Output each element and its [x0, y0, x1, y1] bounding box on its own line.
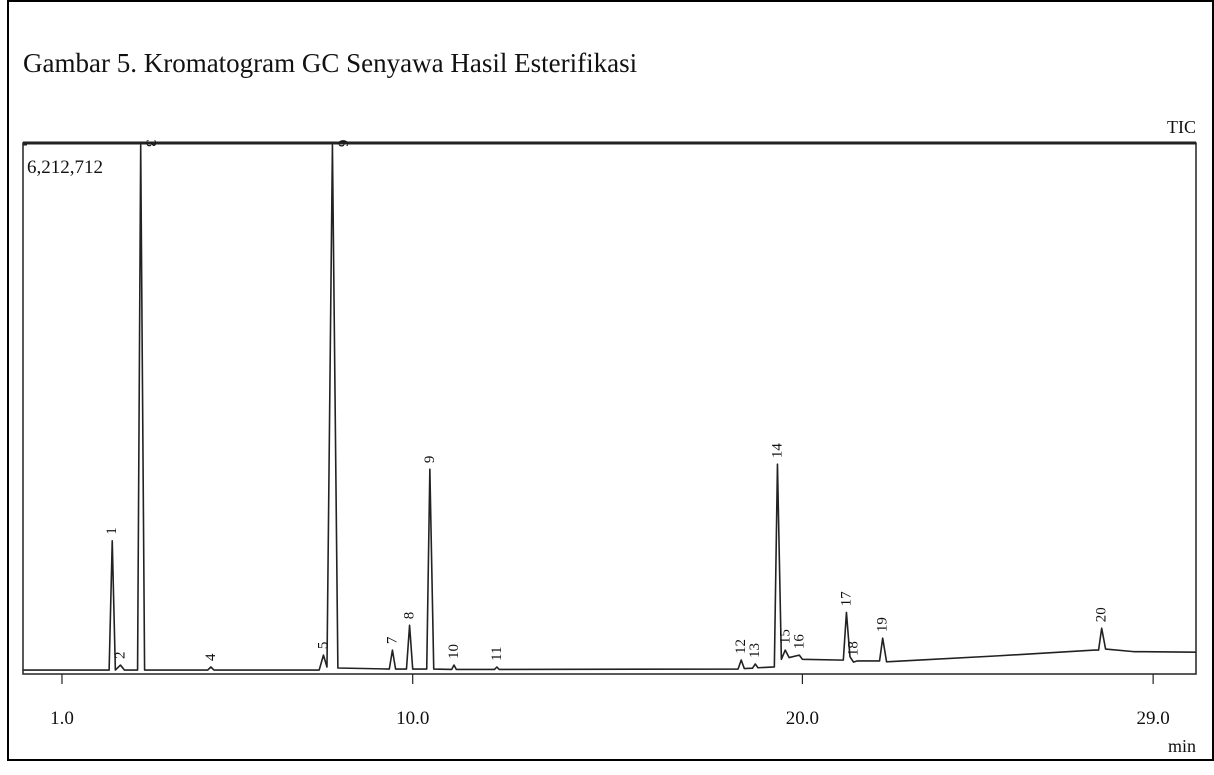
x-tick-label: 1.0	[50, 708, 74, 729]
chart-title: Gambar 5. Kromatogram GC Senyawa Hasil E…	[23, 48, 637, 78]
peak-label: 4	[203, 653, 219, 661]
peak-label: 18	[845, 641, 861, 656]
chromatogram-line	[23, 144, 1197, 671]
peak-label: 10	[446, 644, 462, 659]
figure-border	[7, 0, 1214, 761]
peak-label: 13	[747, 643, 763, 658]
peak-label: 12	[733, 639, 749, 654]
peak-label: 6	[334, 140, 350, 148]
peak-label: 15	[777, 629, 793, 644]
peak-label: 8	[402, 612, 418, 620]
x-tick-label: 10.0	[396, 708, 429, 729]
peak-label: 7	[384, 636, 400, 644]
peak-label: 5	[315, 642, 331, 650]
peak-label: 20	[1094, 607, 1110, 622]
peak-label: 14	[769, 443, 785, 459]
x-tick-label: 20.0	[786, 708, 819, 729]
peak-label: 3	[143, 140, 159, 148]
peak-label: 9	[422, 456, 438, 464]
signal-label: TIC	[1167, 117, 1196, 137]
peak-label: 16	[791, 634, 807, 650]
peak-label: 1	[104, 527, 120, 535]
peak-label: 19	[875, 617, 891, 632]
y-tick-label: 6,212,712	[27, 157, 103, 178]
x-axis-label: min	[1168, 736, 1196, 756]
x-tick-label: 29.0	[1137, 708, 1170, 729]
peak-label: 11	[489, 647, 505, 661]
peak-label: 2	[112, 652, 128, 660]
plot-frame	[22, 142, 1197, 675]
peak-label: 17	[838, 591, 854, 607]
